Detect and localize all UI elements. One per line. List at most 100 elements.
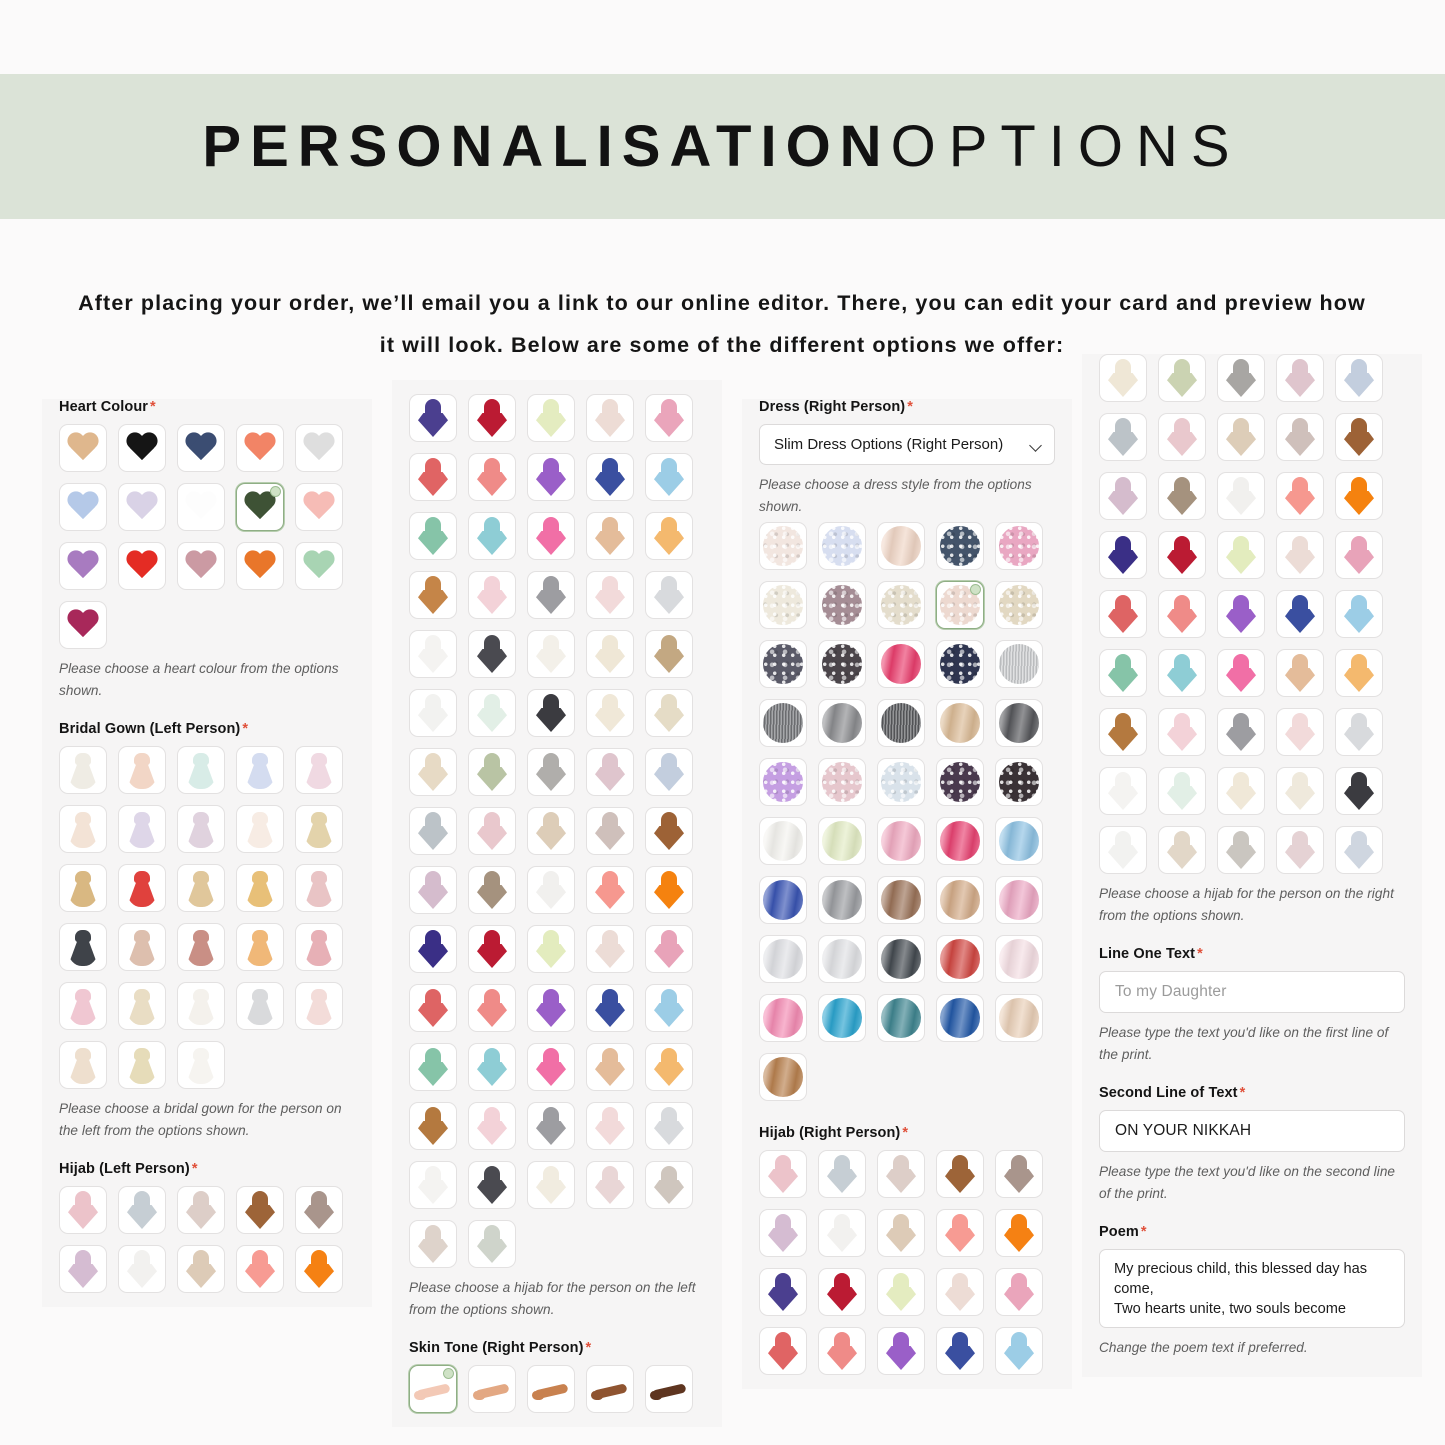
swatch-floral-pink[interactable] [1276,826,1324,874]
swatch-red-silk[interactable] [936,935,984,983]
swatch-plum-ditsy[interactable] [936,758,984,806]
swatch-cream-print[interactable] [1099,354,1147,402]
swatch-silver-grey[interactable] [236,982,284,1030]
swatch-ivory-pink[interactable] [936,1268,984,1316]
swatch-pistachio[interactable] [1217,531,1265,579]
swatch-hot-pink[interactable] [527,512,575,560]
swatch-tone-1[interactable] [409,1365,457,1413]
swatch-pearl-pink[interactable] [586,925,634,973]
swatch-grey-print[interactable] [818,1150,866,1198]
swatch-dusty-rose[interactable] [177,542,225,590]
hijab-left-grid-continued[interactable] [409,394,705,1268]
swatch-ditsy-grey[interactable] [1217,826,1265,874]
swatch-amber[interactable] [1335,649,1383,697]
swatch-ivory-lace[interactable] [59,746,107,794]
swatch-tone-4[interactable] [586,1365,634,1413]
swatch-cream-print[interactable] [586,630,634,678]
swatch-wildflower-cream[interactable] [759,581,807,629]
skin-tone-grid[interactable] [409,1365,705,1413]
swatch-royal-blue[interactable] [936,1327,984,1375]
swatch-pistachio[interactable] [527,925,575,973]
swatch-mauve-print[interactable] [1099,472,1147,520]
swatch-ditsy-floral-cream[interactable] [759,522,807,570]
swatch-cobalt[interactable] [1276,590,1324,638]
swatch-floral-cream[interactable] [645,689,693,737]
swatch-salmon-pink[interactable] [468,453,516,501]
swatch-graphite[interactable] [468,1161,516,1209]
swatch-black[interactable] [118,424,166,472]
swatch-gold-embroidered[interactable] [118,1041,166,1089]
swatch-caramel-silk[interactable] [759,1053,807,1101]
swatch-gold-floral[interactable] [118,982,166,1030]
swatch-rose-gold[interactable] [295,864,343,912]
swatch-beige-print[interactable] [877,1150,925,1198]
swatch-navy-floral[interactable] [936,522,984,570]
swatch-tan[interactable] [586,512,634,560]
swatch-crimson[interactable] [818,1268,866,1316]
swatch-khaki-print[interactable] [468,866,516,914]
swatch-forest-green[interactable] [236,483,284,531]
swatch-peach[interactable] [1158,590,1206,638]
swatch-mid-grey[interactable] [818,699,866,747]
swatch-pink-print[interactable] [59,1186,107,1234]
swatch-tan[interactable] [59,424,107,472]
swatch-magenta[interactable] [1217,649,1265,697]
swatch-soft-ivory[interactable] [236,805,284,853]
heart-colour-grid[interactable] [59,424,355,649]
swatch-cream[interactable] [59,805,107,853]
swatch-nude-silk[interactable] [995,994,1043,1042]
swatch-nude[interactable] [59,1041,107,1089]
swatch-apricot[interactable] [645,512,693,560]
swatch-tone-2[interactable] [468,1365,516,1413]
swatch-blue-floral[interactable] [818,522,866,570]
swatch-white-satin[interactable] [177,982,225,1030]
swatch-light-silver[interactable] [1335,708,1383,756]
swatch-blue-floral[interactable] [1335,354,1383,402]
swatch-ditsy-floral[interactable] [409,1220,457,1268]
swatch-magenta[interactable] [527,1043,575,1091]
swatch-indigo[interactable] [409,925,457,973]
swatch-brick[interactable] [409,984,457,1032]
swatch-silver-knit[interactable] [995,640,1043,688]
swatch-lilac-textured[interactable] [759,758,807,806]
swatch-coral-red[interactable] [759,1327,807,1375]
swatch-red[interactable] [118,542,166,590]
swatch-grey[interactable] [527,571,575,619]
swatch-coral-pink[interactable] [586,866,634,914]
swatch-dark-print[interactable] [995,1150,1043,1198]
swatch-lilac-pale[interactable] [118,483,166,531]
swatch-cream-satin[interactable] [1276,767,1324,815]
swatch-honey-gold[interactable] [236,864,284,912]
dress-style-select[interactable]: Slim Dress Options (Right Person) [759,424,1055,465]
swatch-taupe-gold[interactable] [118,923,166,971]
swatch-white-plain[interactable] [527,866,575,914]
swatch-brown-silk[interactable] [877,876,925,924]
swatch-bright-orange[interactable] [1335,472,1383,520]
swatch-violet[interactable] [877,1327,925,1375]
poem-textarea[interactable]: My precious child, this blessed day has … [1099,1249,1405,1328]
swatch-sand[interactable] [177,1245,225,1293]
swatch-cocoa[interactable] [409,1102,457,1150]
swatch-mauve-print[interactable] [409,866,457,914]
swatch-botanical-ivory[interactable] [877,581,925,629]
swatch-paisley[interactable] [645,1161,693,1209]
swatch-baby-pink[interactable] [468,571,516,619]
swatch-teal[interactable] [877,994,925,1042]
swatch-violet[interactable] [527,453,575,501]
swatch-dark-print[interactable] [295,1186,343,1234]
swatch-salmon[interactable] [936,1209,984,1257]
line-two-input[interactable]: ON YOUR NIKKAH [1099,1110,1405,1152]
swatch-brown-print[interactable] [236,1186,284,1234]
swatch-pale-lime[interactable] [818,817,866,865]
swatch-silver[interactable] [645,571,693,619]
swatch-royal-blue[interactable] [759,876,807,924]
swatch-indigo[interactable] [1099,531,1147,579]
swatch-indigo[interactable] [759,1268,807,1316]
swatch-crimson[interactable] [468,394,516,442]
swatch-blue-white-floral[interactable] [877,758,925,806]
swatch-camel[interactable] [1276,649,1324,697]
swatch-snow[interactable] [409,1161,457,1209]
swatch-bright-orange[interactable] [645,866,693,914]
swatch-floral-green[interactable] [1158,354,1206,402]
swatch-botanical[interactable] [468,1220,516,1268]
